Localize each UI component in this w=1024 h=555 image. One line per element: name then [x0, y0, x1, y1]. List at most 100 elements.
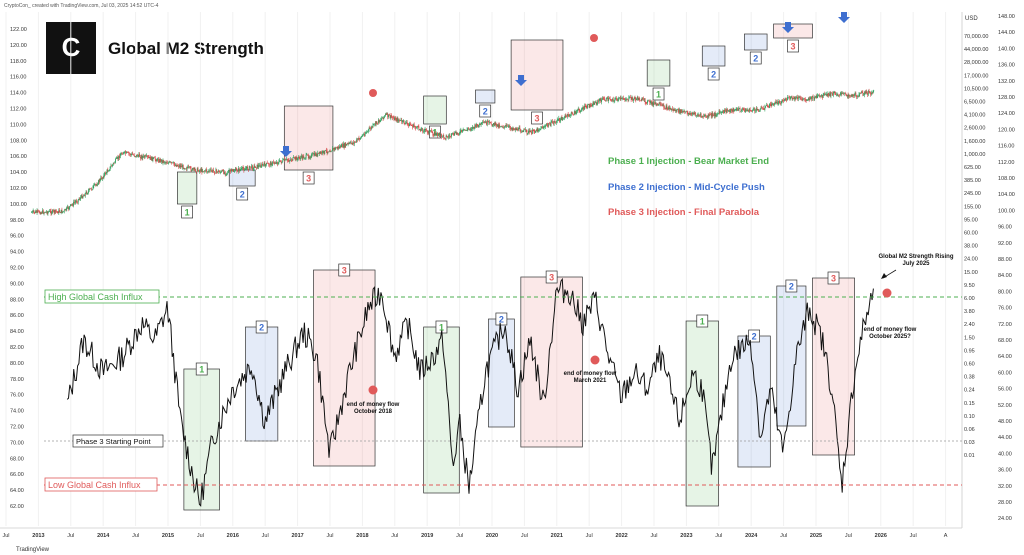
candle-down	[661, 104, 663, 106]
candle-down	[135, 156, 137, 157]
candle-down	[158, 161, 160, 163]
candle-down	[447, 136, 449, 138]
candle-down	[567, 114, 569, 115]
candle-up	[290, 159, 291, 161]
candle-down	[280, 160, 281, 162]
candle-down	[221, 170, 223, 172]
candle-up	[843, 93, 845, 94]
candle-up	[601, 98, 603, 100]
candle-up	[244, 169, 246, 171]
candle-up	[378, 119, 379, 124]
candle-up	[241, 167, 243, 168]
lower-phase-box	[737, 335, 771, 468]
candle-up	[575, 111, 577, 114]
candle-down	[798, 97, 800, 98]
lower-phase-box	[423, 326, 460, 494]
candle-down	[275, 163, 277, 164]
candle-up	[816, 95, 818, 98]
left-tick-label: 68.00	[10, 456, 24, 462]
phase-label: 3	[790, 42, 795, 52]
candle-down	[231, 169, 233, 171]
candle-down	[808, 98, 810, 100]
candle-down	[634, 97, 636, 99]
candle-down	[583, 107, 585, 110]
candle-down	[299, 157, 301, 159]
candle-down	[328, 151, 330, 153]
candle-up	[846, 94, 848, 97]
candle-up	[384, 115, 386, 117]
left-tick-label: 112.00	[10, 107, 26, 113]
candle-up	[109, 166, 111, 171]
candle-down	[433, 134, 435, 136]
candle-up	[343, 143, 344, 148]
candle-down	[101, 177, 102, 180]
candle-up	[279, 160, 281, 162]
candle-down	[422, 128, 424, 132]
candle-up	[149, 156, 151, 158]
candle-down	[505, 125, 507, 126]
candle-down	[616, 99, 618, 101]
candle-down	[190, 167, 192, 171]
candle-down	[161, 159, 163, 163]
candle-up	[829, 93, 830, 96]
candle-down	[140, 157, 141, 159]
candle-down	[257, 164, 259, 168]
lower-phase-box	[488, 318, 515, 428]
candle-down	[332, 148, 334, 150]
candle-down	[464, 129, 466, 131]
x-tick-label: 2022	[615, 533, 627, 539]
candle-up	[848, 94, 850, 97]
candle-up	[119, 155, 121, 159]
candle-up	[222, 170, 224, 171]
candle-down	[358, 137, 360, 139]
x-tick-label: Jul	[67, 533, 74, 539]
candle-up	[873, 89, 875, 91]
candle-up	[503, 126, 505, 128]
candle-up	[696, 115, 697, 117]
candle-down	[782, 100, 784, 101]
candle-up	[49, 210, 50, 212]
candle-up	[220, 170, 222, 173]
candle-down	[667, 109, 669, 110]
right-tick-label: 136.00	[998, 63, 1015, 69]
usd-tick-label: 0.06	[964, 427, 975, 433]
candle-up	[790, 96, 792, 98]
candle-up	[636, 96, 638, 99]
candle-up	[68, 208, 70, 209]
candle-down	[119, 155, 120, 159]
candle-down	[401, 119, 403, 123]
candle-up	[500, 126, 502, 127]
candle-down	[411, 125, 413, 126]
candle-up	[550, 121, 552, 126]
credit-text: CryptoCon_ created with TradingView.com,…	[4, 3, 159, 9]
left-tick-label: 72.00	[10, 425, 24, 431]
right-tick-label: 148.00	[998, 14, 1015, 20]
candle-down	[210, 169, 212, 171]
candle-up	[711, 113, 713, 117]
candle-up	[807, 100, 809, 101]
candle-down	[329, 151, 331, 153]
candle-down	[525, 129, 527, 131]
candle-down	[230, 170, 232, 172]
candle-down	[145, 155, 147, 157]
candle-down	[79, 199, 81, 200]
candle-down	[866, 91, 868, 93]
candle-down	[39, 212, 41, 215]
candle-down	[788, 96, 790, 98]
candle-up	[187, 166, 189, 168]
candle-down	[496, 123, 498, 127]
candle-up	[619, 97, 620, 99]
candle-down	[355, 141, 357, 143]
candle-down	[629, 97, 631, 98]
upper-phase-box	[475, 89, 496, 104]
candle-down	[444, 137, 445, 139]
candle-up	[819, 95, 821, 97]
candle-down	[668, 107, 670, 110]
candle-down	[42, 210, 44, 214]
candle-down	[185, 168, 187, 170]
candle-down	[197, 168, 199, 171]
tradingview-watermark: TradingView	[16, 547, 50, 553]
candle-down	[590, 104, 592, 106]
candle-down	[621, 97, 623, 99]
candle-up	[115, 158, 116, 163]
